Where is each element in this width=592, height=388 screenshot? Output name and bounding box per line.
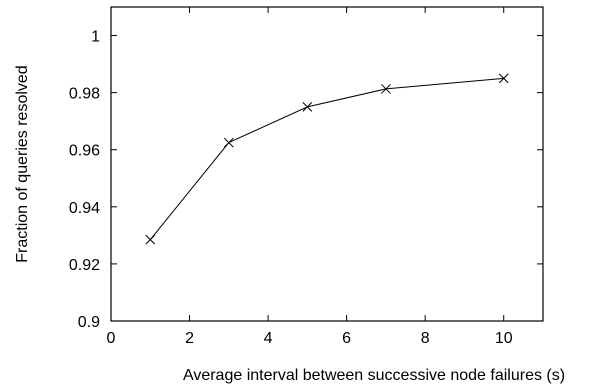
y-tick-label-3: 0.96 — [69, 143, 100, 160]
y-tick-label-4: 0.98 — [69, 86, 100, 103]
data-point-0-4 — [498, 73, 509, 84]
x-tick-label-4: 8 — [421, 330, 430, 347]
y-tick-label-2: 0.94 — [69, 200, 100, 217]
series-group — [145, 73, 509, 245]
data-point-0-0 — [145, 234, 156, 245]
y-tick-label-1: 0.92 — [69, 257, 100, 274]
y-axis-label: Fraction of queries resolved — [14, 65, 31, 262]
x-axis-label: Average interval between successive node… — [183, 367, 565, 384]
tick-labels: 0 2 4 6 8 10 0.9 0.92 0.94 0.96 0.98 1 — [69, 29, 513, 347]
x-tick-label-0: 0 — [107, 330, 116, 347]
y-tick-label-5: 1 — [91, 29, 100, 46]
x-tick-label-5: 10 — [495, 330, 513, 347]
plot-frame — [110, 6, 544, 322]
data-point-0-2 — [302, 102, 313, 112]
x-tick-label-2: 4 — [264, 330, 273, 347]
data-point-0-3 — [381, 84, 391, 94]
data-point-0-1 — [223, 137, 234, 148]
x-tick-label-1: 2 — [185, 330, 194, 347]
series-line-0 — [149, 77, 504, 240]
axis-ticks — [110, 7, 543, 322]
y-tick-label-0: 0.9 — [78, 314, 100, 331]
x-tick-label-3: 6 — [342, 330, 351, 347]
